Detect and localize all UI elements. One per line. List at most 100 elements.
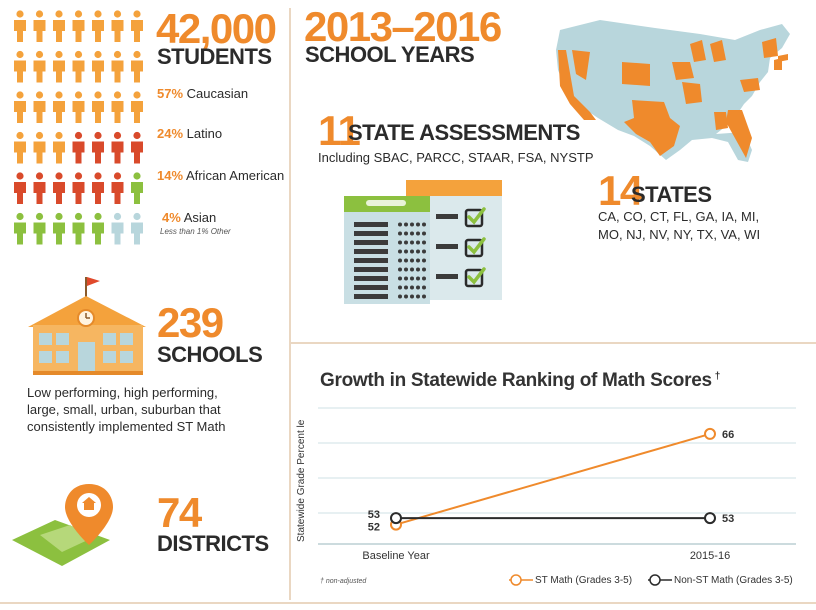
person-icon <box>111 131 124 164</box>
answer-bubble <box>410 231 414 236</box>
chart-footnote: † non-adjusted <box>320 578 367 585</box>
sheet-line <box>354 285 388 290</box>
states-list-line2: MO, NJ, NV, NY, TX, VA, WI <box>598 227 761 242</box>
chart-data-label: 53 <box>722 513 734 525</box>
breakdown-label: Caucasian <box>186 86 249 101</box>
chart-title-text: Growth in Statewide Ranking of Math Scor… <box>320 370 712 391</box>
sheet-line <box>354 222 388 227</box>
chart-title-mark: † <box>714 370 721 382</box>
answer-bubble <box>422 276 426 281</box>
breakdown-label: Asian <box>183 210 217 225</box>
person-icon <box>92 91 104 123</box>
answer-bubble <box>410 249 414 254</box>
person-icon <box>131 212 143 245</box>
answer-bubble <box>398 258 402 263</box>
answer-bubble <box>410 267 414 272</box>
breakdown-label: African American <box>185 168 285 183</box>
person-icon <box>53 212 65 245</box>
other-note: Less than 1% Other <box>160 227 231 236</box>
sheet-line <box>436 244 458 249</box>
person-icon <box>53 91 65 123</box>
schools-description: Low performing, high performing, large, … <box>27 385 226 434</box>
person-icon <box>72 10 85 42</box>
answer-bubble <box>422 240 426 245</box>
districts-count: 74 <box>157 489 202 536</box>
person-icon <box>14 172 26 204</box>
schools-label: SCHOOLS <box>157 342 263 367</box>
answer-bubble <box>410 222 414 227</box>
person-icon <box>92 212 104 245</box>
states-count: 14 <box>598 167 643 214</box>
person-icon <box>14 50 26 83</box>
answer-bubble <box>410 240 414 245</box>
breakdown-pct: 57% <box>157 86 184 101</box>
sheet-line <box>354 276 388 281</box>
answer-bubble <box>398 267 402 272</box>
chart-data-label: 52 <box>368 522 380 534</box>
answer-bubble <box>416 231 420 236</box>
sheet-line <box>436 274 458 279</box>
person-icon <box>92 50 104 83</box>
chart-data-point <box>390 512 402 525</box>
breakdown-pct: 24% <box>157 126 184 141</box>
chart-data-label: 66 <box>722 429 734 441</box>
answer-bubble <box>404 276 408 281</box>
answer-bubble <box>422 267 426 272</box>
answer-bubble <box>404 222 408 227</box>
schools-count: 239 <box>157 299 224 346</box>
chart-data-point <box>704 427 716 440</box>
legend-non-st-math: Non-ST Math (Grades 3-5) <box>648 573 793 587</box>
answer-bubble <box>410 285 414 290</box>
answer-bubble <box>416 285 420 290</box>
sheet-line <box>436 214 458 219</box>
states-label: STATES <box>631 182 712 207</box>
person-icon <box>14 91 26 123</box>
person-icon <box>111 10 124 42</box>
answer-bubble <box>422 249 426 254</box>
answer-bubble <box>398 222 402 227</box>
answer-bubble <box>398 240 402 245</box>
answer-bubble <box>398 276 402 281</box>
sheet-line <box>354 267 388 272</box>
breakdown-latino: 24% Latino <box>157 126 222 142</box>
person-icon <box>131 10 143 42</box>
sheet-line <box>354 258 388 263</box>
answer-bubble <box>422 231 426 236</box>
breakdown-pct: 4% <box>162 210 181 225</box>
breakdown-pct: 14% <box>157 168 184 183</box>
answer-bubble <box>410 294 414 299</box>
person-icon <box>53 10 65 42</box>
answer-bubble <box>416 258 420 263</box>
states-list-line1: CA, CO, CT, FL, GA, IA, MI, <box>598 209 760 224</box>
answer-bubble <box>416 222 420 227</box>
bottom-divider <box>0 602 816 604</box>
person-icon <box>111 212 124 245</box>
answer-bubble <box>398 249 402 254</box>
answer-bubble <box>398 285 402 290</box>
chart-data-point <box>704 512 716 525</box>
assessments-detail: Including SBAC, PARCC, STAAR, FSA, NYSTP <box>318 150 594 165</box>
chart-title: Growth in Statewide Ranking of Math Scor… <box>320 370 720 392</box>
sheet-line <box>354 249 388 254</box>
legend-st-math: ST Math (Grades 3-5) <box>509 573 632 587</box>
person-icon <box>72 91 85 123</box>
person-icon <box>33 10 46 42</box>
person-icon <box>131 91 143 123</box>
sheet-line <box>354 240 388 245</box>
answer-bubble <box>422 285 426 290</box>
person-icon <box>33 172 46 204</box>
person-icon <box>111 50 124 83</box>
person-icon <box>131 131 143 164</box>
chart-x-tick-label: Baseline Year <box>362 550 430 562</box>
answer-bubble <box>404 240 408 245</box>
person-icon <box>33 50 46 83</box>
person-icon <box>92 172 104 204</box>
sheet-line <box>354 294 388 299</box>
assessments-label: STATE ASSESSMENTS <box>348 120 580 145</box>
person-icon <box>72 212 85 245</box>
chart-x-tick-label: 2015-16 <box>690 550 730 562</box>
answer-bubble <box>416 294 420 299</box>
